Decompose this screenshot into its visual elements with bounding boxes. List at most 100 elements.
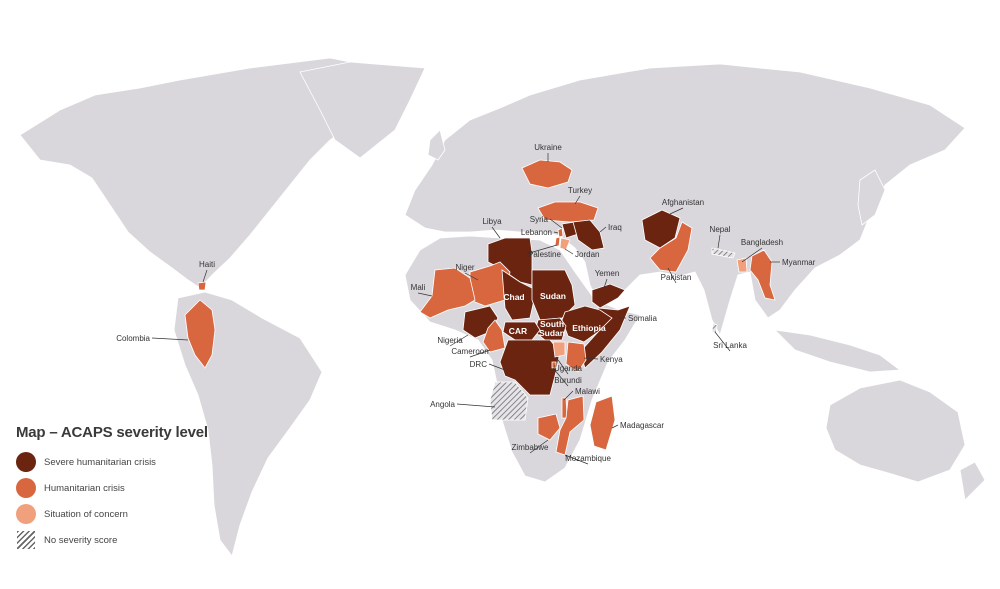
country-colombia[interactable] xyxy=(184,299,216,369)
leader-line xyxy=(714,331,731,352)
land-south-america xyxy=(173,291,323,557)
label-syria: Syria xyxy=(530,215,549,224)
country-myanmar[interactable] xyxy=(749,249,776,301)
label-ethiopia: Ethiopia xyxy=(572,323,606,333)
label-haiti: Haiti xyxy=(199,260,215,269)
leader-line xyxy=(464,272,479,281)
label-car: CAR xyxy=(509,326,527,336)
country-palestine[interactable] xyxy=(554,236,561,247)
leader-line xyxy=(741,247,763,263)
country-labels: Ukraine Turkey Syria Lebanon Iraq Palestine Jo… xyxy=(116,143,816,465)
land-greenland xyxy=(299,61,426,159)
leader-line xyxy=(488,363,506,371)
country-sri-lanka[interactable] xyxy=(711,322,718,334)
country-somalia[interactable] xyxy=(579,305,631,369)
leader-line xyxy=(553,231,559,234)
leader-line xyxy=(456,403,496,408)
country-mali[interactable] xyxy=(419,267,476,319)
leader-line xyxy=(611,424,619,429)
concern-swatch xyxy=(16,504,36,524)
leader-line xyxy=(469,349,491,358)
leader-line xyxy=(603,278,608,289)
leader-line xyxy=(717,234,721,249)
country-nepal[interactable] xyxy=(711,247,736,259)
label-sudan: Sudan xyxy=(540,291,566,301)
land-indonesia xyxy=(773,329,902,373)
label-malawi: Malawi xyxy=(575,387,600,396)
country-yemen[interactable] xyxy=(591,283,626,309)
hatch-swatch xyxy=(17,531,35,549)
country-uganda[interactable] xyxy=(552,341,566,358)
leader-line xyxy=(529,439,549,454)
label-angola: Angola xyxy=(430,400,455,409)
label-niger: Niger xyxy=(455,263,474,272)
label-nigeria: Nigeria xyxy=(437,336,463,345)
legend-label: Humanitarian crisis xyxy=(44,482,125,494)
country-haiti[interactable] xyxy=(197,281,207,291)
label-drc: DRC xyxy=(470,360,488,369)
leader-line xyxy=(449,334,469,347)
label-south-sudan: South Sudan xyxy=(539,319,565,338)
country-lebanon[interactable] xyxy=(557,227,564,238)
land-uk xyxy=(427,129,446,161)
label-pakistan: Pakistan xyxy=(661,273,692,282)
label-somalia: Somalia xyxy=(628,314,657,323)
label-uganda: Uganda xyxy=(554,364,583,373)
leader-line xyxy=(491,226,501,239)
severe-swatch xyxy=(16,452,36,472)
label-yemen: Yemen xyxy=(595,269,620,278)
legend-label: Situation of concern xyxy=(44,508,128,520)
legend-item-none: No severity score xyxy=(16,527,208,553)
label-zimbabwe: Zimbabwe xyxy=(512,443,549,452)
leader-line xyxy=(525,244,558,255)
label-jordan: Jordan xyxy=(575,250,599,259)
label-nepal: Nepal xyxy=(710,225,731,234)
leader-line xyxy=(669,207,684,215)
country-chad[interactable] xyxy=(501,269,535,321)
country-angola[interactable] xyxy=(489,381,529,421)
country-madagascar[interactable] xyxy=(589,395,616,451)
legend-title: Map – ACAPS severity level xyxy=(16,424,208,441)
country-burundi[interactable] xyxy=(551,361,557,369)
label-afghanistan: Afghanistan xyxy=(662,198,704,207)
label-cameroon: Cameroon xyxy=(451,347,488,356)
land-nz xyxy=(959,461,986,501)
label-burundi: Burundi xyxy=(554,376,582,385)
country-drc[interactable] xyxy=(499,339,561,396)
legend-item-severe: Severe humanitarian crisis xyxy=(16,449,208,475)
label-libya: Libya xyxy=(482,217,502,226)
leader-line xyxy=(549,218,563,229)
legend: Map – ACAPS severity level Severe humani… xyxy=(16,424,208,553)
leader-line xyxy=(599,226,607,233)
country-pakistan[interactable] xyxy=(649,221,693,273)
label-colombia: Colombia xyxy=(116,334,150,343)
crisis-swatch xyxy=(16,478,36,498)
label-madagascar: Madagascar xyxy=(620,421,664,430)
leader-line xyxy=(417,292,433,297)
label-mozambique: Mozambique xyxy=(565,454,611,463)
country-zimbabwe[interactable] xyxy=(537,413,561,441)
label-mali: Mali xyxy=(411,283,426,292)
land-australia xyxy=(825,379,966,483)
leader-line xyxy=(564,454,589,465)
label-sri-lanka: Sri Lanka xyxy=(713,341,747,350)
label-palestine: Palestine xyxy=(528,250,561,259)
country-ukraine[interactable] xyxy=(521,159,573,189)
country-jordan[interactable] xyxy=(559,237,571,251)
label-ukraine: Ukraine xyxy=(534,143,562,152)
legend-item-concern: Situation of concern xyxy=(16,501,208,527)
label-kenya: Kenya xyxy=(600,355,623,364)
leader-line xyxy=(574,195,581,205)
country-kenya[interactable] xyxy=(565,341,587,373)
leader-line xyxy=(667,267,677,284)
highlighted-countries xyxy=(184,159,776,456)
legend-label: No severity score xyxy=(44,534,118,546)
leader-line xyxy=(563,390,574,401)
country-iraq[interactable] xyxy=(572,219,605,251)
country-afghanistan[interactable] xyxy=(641,209,681,249)
country-turkey[interactable] xyxy=(537,201,599,223)
country-bangladesh[interactable] xyxy=(736,257,748,273)
leader-line xyxy=(564,248,574,255)
leader-line xyxy=(552,367,569,387)
